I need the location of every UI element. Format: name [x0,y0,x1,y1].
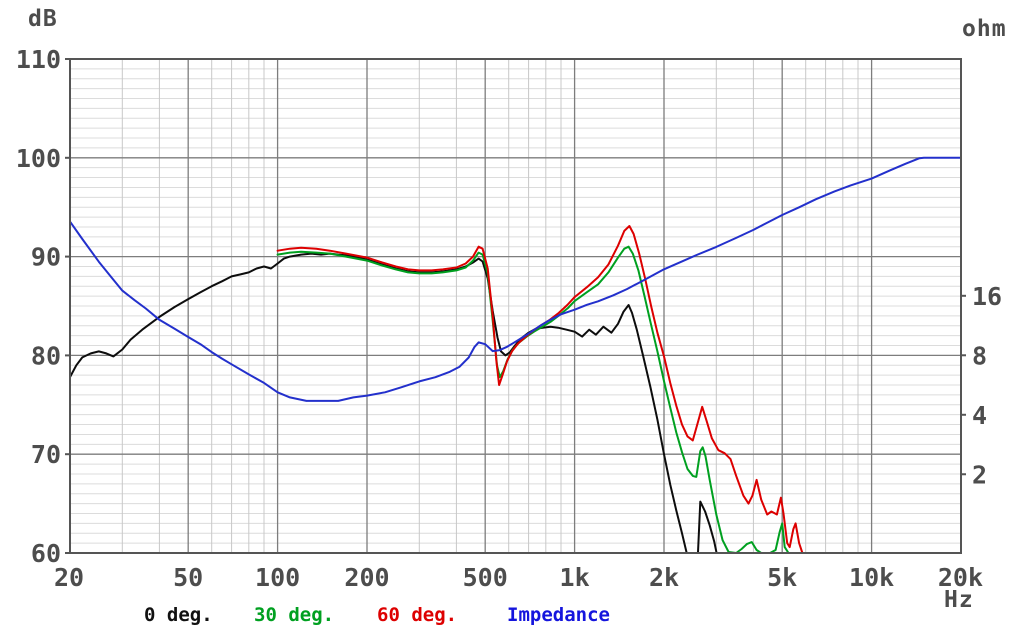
curve-impedance [69,156,962,402]
curve-30-deg [276,245,962,554]
y-left-tick-label: 110 [16,45,61,74]
x-tick-label: 200 [344,563,389,592]
x-axis-unit-label: Hz [944,587,974,613]
curve-0-deg [69,252,718,554]
right-axis-unit-label: ohm [962,16,1007,42]
legend-item-impedance: Impedance [507,604,610,626]
right-axis-tick-labels: 16 8 4 2 [972,282,1002,489]
plot-border [69,58,962,554]
curve-60-deg [276,225,962,554]
x-axis-tick-labels: 20 50 100 200 500 1k 2k 5k 10k 20k [54,563,983,592]
y-left-tick-label: 100 [16,144,61,173]
left-axis-tick-labels: 110 100 90 80 70 60 [16,45,61,568]
legend-item-60deg: 60 deg. [377,604,458,626]
x-tick-label: 20 [54,563,84,592]
grid-minor-vertical [121,59,859,553]
y-left-tick-label: 70 [31,440,61,469]
x-tick-label: 500 [463,563,508,592]
series-curves [69,156,962,554]
x-tick-label: 20k [938,563,983,592]
x-tick-label: 5k [767,563,797,592]
legend-item-30deg: 30 deg. [254,604,335,626]
x-tick-label: 2k [649,563,679,592]
legend-item-0deg: 0 deg. [144,604,213,626]
y-right-tick-label: 4 [972,401,987,430]
left-axis-unit-label: dB [28,6,58,32]
x-tick-label: 50 [173,563,203,592]
x-tick-label: 10k [849,563,894,592]
legend: 0 deg. 30 deg. 60 deg. Impedance [0,604,1024,634]
x-tick-label: 100 [255,563,300,592]
x-tick-label: 1k [560,563,590,592]
grid-minor-horizontal [70,68,961,544]
y-left-tick-label: 60 [31,539,61,568]
y-right-tick-label: 16 [972,282,1002,311]
y-left-tick-label: 80 [31,341,61,370]
y-left-tick-label: 90 [31,243,61,272]
y-right-tick-label: 2 [972,460,987,489]
y-right-tick-label: 8 [972,341,987,370]
